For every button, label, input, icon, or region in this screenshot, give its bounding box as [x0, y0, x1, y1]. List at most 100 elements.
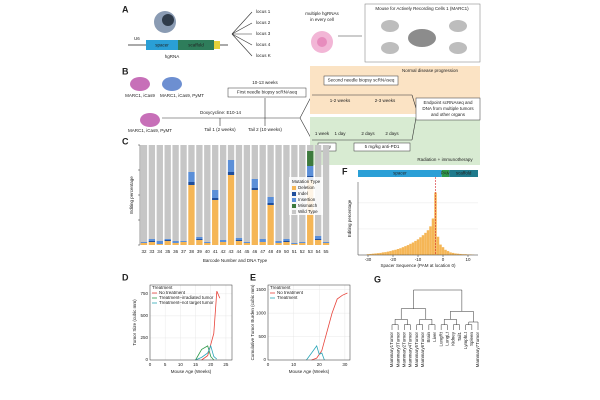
- arrow: [231, 11, 253, 35]
- nucleus-icon: [317, 37, 327, 47]
- organ-icon: [381, 20, 399, 32]
- x-tick-label: 55: [324, 249, 330, 254]
- cell-text: in every cell: [310, 17, 334, 22]
- bar-segment: [156, 241, 163, 244]
- timeline: [411, 94, 417, 109]
- bar-segment: [212, 145, 219, 190]
- x-tick-label: 50: [284, 249, 290, 254]
- endpoint-box: [415, 97, 481, 121]
- x-tick-label: 47: [260, 249, 266, 254]
- bar-segment: [299, 242, 306, 243]
- bar-segment: [251, 179, 258, 188]
- biopsy-box: [227, 87, 307, 98]
- legend-swatch: [292, 198, 296, 202]
- bar: [369, 253, 372, 255]
- bar: [439, 244, 442, 255]
- bar-segment: [243, 145, 251, 242]
- biopsy-box: [323, 75, 399, 86]
- x-tick-label: 44: [236, 249, 242, 254]
- bar-segment: [283, 241, 290, 242]
- y-tick-label: 250: [140, 335, 148, 340]
- bar-segment: [227, 172, 235, 175]
- x-tick-label: 48: [268, 249, 274, 254]
- mouse-box: [364, 3, 481, 63]
- arrow: [231, 33, 253, 46]
- therapy-label: Radiation + immunotherapy: [417, 157, 473, 162]
- leaf-label: Tail1: [457, 332, 462, 342]
- bar: [464, 254, 467, 255]
- x-tick-label: -30: [365, 257, 372, 262]
- x-tick-label: 45: [244, 249, 250, 254]
- x-tick-label: 36: [173, 249, 179, 254]
- bar-segment: [204, 242, 211, 243]
- bar-segment: [291, 243, 298, 244]
- bar: [384, 252, 387, 255]
- bar-segment: [275, 145, 282, 241]
- bar-segment: [156, 244, 163, 245]
- header-label: spacer: [393, 171, 407, 176]
- bar: [374, 253, 377, 255]
- y-axis-label: Editing percentage: [347, 199, 352, 237]
- leaf-label: Mammary7Tumor: [475, 332, 480, 368]
- weeks-label: 10-13 weeks: [252, 80, 278, 85]
- legend-label: Indel: [298, 191, 308, 196]
- bar-segment: [235, 145, 243, 238]
- bar: [454, 253, 457, 255]
- bar: [404, 246, 407, 255]
- bar-segment: [227, 175, 235, 245]
- bar-segment: [164, 240, 171, 241]
- x-tick-label: 34: [157, 249, 163, 254]
- bar: [394, 249, 397, 255]
- header-label: PAM: [441, 171, 451, 176]
- bar-segment: [267, 197, 274, 203]
- series-line: [195, 344, 218, 361]
- x-tick-label: 37: [181, 249, 187, 254]
- legend-title: Treatment: [152, 285, 173, 290]
- bar-segment: [188, 145, 195, 172]
- bar-segment: [188, 182, 195, 185]
- pd1-label: 5 mg/kg anti-PD1: [365, 144, 400, 149]
- bar-segment: [322, 243, 330, 245]
- legend-label: Treatment–irradiated tumor: [159, 295, 214, 300]
- bar-segment: [259, 239, 266, 242]
- legend-title: Treatment: [270, 285, 291, 290]
- series-line: [306, 345, 325, 361]
- bar: [414, 240, 417, 255]
- x-tick-label: 20: [208, 362, 214, 367]
- legend-label: Insertion: [298, 197, 316, 202]
- hd-block: [214, 41, 220, 49]
- tail-label: Tail 1 (2 weeks): [204, 127, 236, 132]
- timeline: [411, 117, 417, 141]
- leaf-label: Liver: [432, 332, 437, 342]
- y-tick-label: 500: [258, 334, 266, 339]
- dendrogram-branch: [440, 324, 448, 330]
- leaf-label: Mammary5Tumor: [414, 332, 419, 368]
- bar-segment: [259, 242, 266, 245]
- bar-segment: [196, 239, 203, 240]
- bar-segment: [275, 241, 282, 243]
- step-label: 2 days: [361, 131, 375, 136]
- x-tick-label: 0: [149, 362, 152, 367]
- y-axis-label: Cumulative Tumor Burden (cubic mm): [250, 284, 255, 360]
- dendrogram-branch: [394, 319, 408, 325]
- x-tick-label: 53: [308, 249, 314, 254]
- bar-segment: [219, 242, 227, 245]
- legend-label: Deletion: [298, 185, 315, 190]
- bar-segment: [196, 237, 203, 239]
- bar-segment: [172, 243, 179, 245]
- header-label: scaffold: [456, 171, 472, 176]
- bar-segment: [172, 145, 179, 241]
- cas9-core: [162, 14, 174, 26]
- locus-label: locus K: [256, 53, 271, 58]
- step-label: 1 day: [334, 131, 346, 136]
- bar-segment: [156, 145, 163, 241]
- bar: [444, 249, 447, 255]
- panel-label: D: [122, 272, 129, 282]
- bar-segment: [307, 145, 314, 151]
- scaffold-block: [178, 40, 214, 50]
- bar-segment: [148, 145, 156, 239]
- dendrogram-branch: [419, 319, 433, 325]
- x-tick-label: 51: [292, 249, 298, 254]
- dendrogram-branch: [413, 289, 463, 312]
- x-tick-label: 15: [193, 362, 199, 367]
